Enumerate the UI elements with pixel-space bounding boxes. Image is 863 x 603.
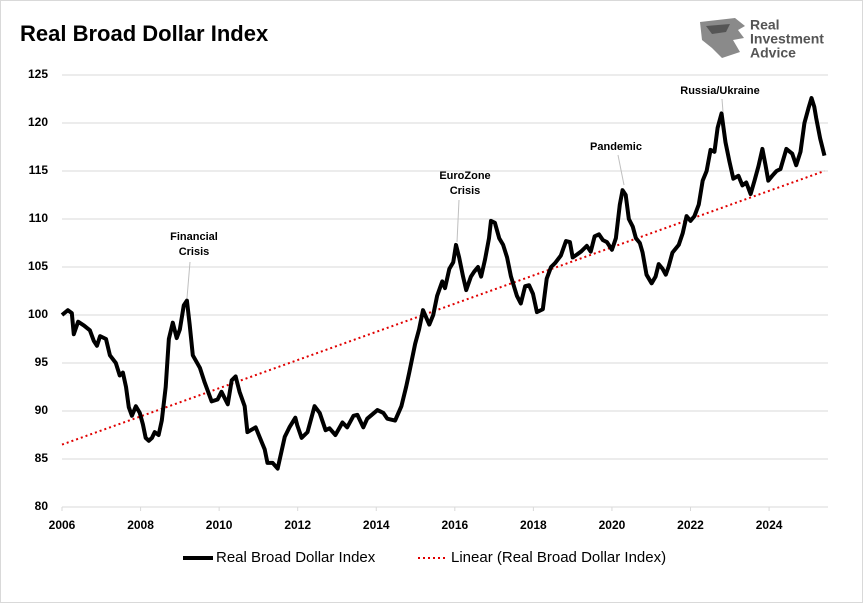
annotation: Pandemic [590, 141, 642, 153]
annotation: Financial [170, 231, 218, 243]
logo-text: Investment [750, 31, 824, 47]
legend-label: Real Broad Dollar Index [216, 549, 376, 566]
y-tick-label: 120 [28, 115, 48, 129]
x-tick-label: 2010 [206, 518, 233, 532]
annotation-leader [721, 98, 724, 113]
logo-icon-detail [706, 24, 730, 34]
y-tick-label: 100 [28, 307, 48, 321]
annotation: Crisis [179, 246, 210, 258]
annotation-leader [186, 261, 191, 299]
x-tick-label: 2018 [520, 518, 547, 532]
x-tick-label: 2016 [441, 518, 468, 532]
x-tick-label: 2012 [284, 518, 311, 532]
y-tick-label: 105 [28, 259, 48, 273]
x-tick-label: 2006 [49, 518, 76, 532]
line-series [60, 96, 827, 471]
y-tick-label: 90 [35, 403, 49, 417]
chart-title: Real Broad Dollar Index [20, 21, 269, 46]
y-tick-label: 125 [28, 67, 48, 81]
logo-text: Advice [750, 45, 796, 61]
logo-text: Real [750, 17, 780, 33]
annotation: Russia/Ukraine [680, 85, 759, 97]
x-tick-label: 2020 [599, 518, 626, 532]
x-tick-label: 2022 [677, 518, 704, 532]
y-tick-label: 115 [29, 163, 49, 177]
y-tick-label: 80 [35, 499, 49, 513]
annotation-leader [456, 199, 460, 243]
annotation: Crisis [450, 185, 481, 197]
y-tick-label: 85 [35, 451, 49, 465]
y-tick-label: 110 [29, 211, 49, 225]
line-series [61, 170, 825, 446]
legend-label: Linear (Real Broad Dollar Index) [451, 549, 666, 566]
logo: Real Investment Advice [700, 17, 824, 61]
y-tick-label: 95 [35, 355, 49, 369]
x-tick-label: 2024 [756, 518, 783, 532]
annotation: EuroZone [439, 170, 490, 182]
x-tick-label: 2008 [127, 518, 154, 532]
annotation-leader [617, 154, 625, 186]
x-tick-label: 2014 [363, 518, 390, 532]
